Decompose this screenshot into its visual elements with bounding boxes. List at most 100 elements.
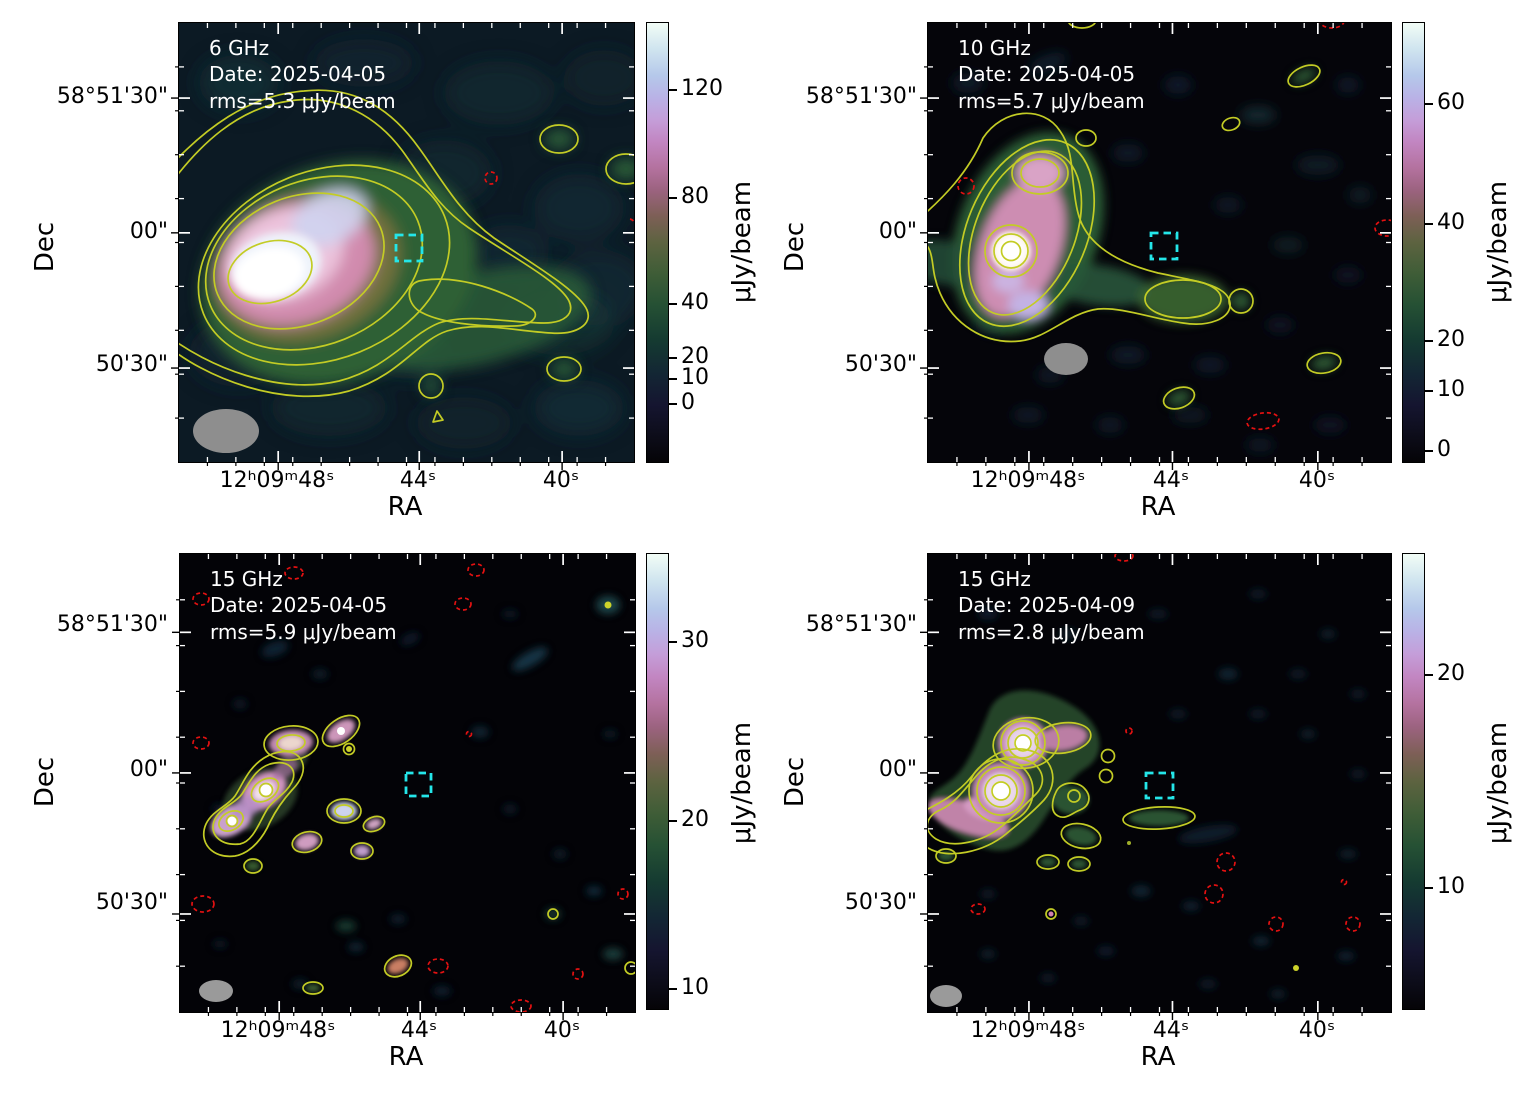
xtick-label: 44ˢ (1152, 468, 1190, 493)
colorbar-tick: 30 (681, 627, 709, 653)
colorbar-tick: 20 (1437, 326, 1465, 352)
cores (227, 601, 612, 826)
xtick-label: 12ʰ09ᵐ48ˢ (970, 468, 1086, 493)
map-image-6ghz (171, 23, 634, 470)
ytick-label: 50'30" (844, 890, 917, 915)
y-axis-title: Dec (30, 221, 60, 273)
source-marker-box (394, 233, 424, 263)
colorbar-tick: 80 (681, 184, 709, 210)
map-image-15ghz-0405 (172, 554, 635, 1020)
panel-annotation: 15 GHz Date: 2025-04-05 rms=5.9 μJy/beam (210, 566, 397, 645)
cores (991, 734, 1299, 971)
colorbar-tick: 120 (681, 76, 723, 102)
colorbar-tick: 20 (681, 343, 709, 369)
colorbar-6ghz: 120 80 40 20 10 0 (646, 22, 723, 463)
x-axis-title: RA (388, 1042, 424, 1072)
freq-label: 15 GHz (210, 567, 283, 591)
rms-label: rms=5.9 μJy/beam (210, 619, 397, 644)
xtick-label: 44ˢ (399, 468, 437, 493)
map-panel-15ghz-0409: 15 GHz Date: 2025-04-09 rms=2.8 μJy/beam (920, 553, 1392, 1020)
date-label: Date: 2025-04-05 (958, 62, 1136, 87)
date-label: Date: 2025-04-09 (958, 593, 1136, 618)
source-marker-box (404, 771, 433, 798)
xtick-label: 44ˢ (1152, 1018, 1190, 1043)
xtick-label: 40ˢ (542, 468, 580, 493)
ytick-label: 58°51'30" (56, 84, 168, 109)
y-axis-title: Dec (780, 221, 810, 273)
map-panel-10ghz: 10 GHz Date: 2025-04-05 rms=5.7 μJy/beam (920, 22, 1392, 470)
colorbar-tick: 20 (681, 807, 709, 833)
ytick-label: 50'30" (95, 890, 168, 915)
date-label: Date: 2025-04-05 (209, 62, 387, 87)
colorbar-tick: 10 (1437, 376, 1465, 402)
panel-annotation: 6 GHz Date: 2025-04-05 rms=5.3 μJy/beam (209, 35, 396, 114)
freq-label: 10 GHz (958, 36, 1031, 60)
ytick-label: 50'30" (95, 352, 168, 377)
y-axis-title: Dec (780, 756, 810, 808)
positive-contours (928, 716, 1196, 920)
beam-ellipse (1044, 343, 1088, 375)
beam-ellipse (199, 980, 233, 1002)
x-axis-title: RA (1140, 1042, 1176, 1072)
colorbar-tick: 40 (1437, 210, 1465, 236)
colorbar-label: μJy/beam (727, 721, 757, 845)
positive-contours (179, 89, 634, 423)
xtick-label: 12ʰ09ᵐ48ˢ (220, 1018, 336, 1043)
ytick-label: 50'30" (844, 352, 917, 377)
colorbar-tick: 10 (1437, 873, 1465, 899)
rms-label: rms=5.3 μJy/beam (209, 88, 396, 113)
ytick-label: 58°51'30" (805, 84, 917, 109)
colorbar-tick: 40 (681, 289, 709, 315)
freq-label: 15 GHz (958, 567, 1031, 591)
ytick-label: 58°51'30" (805, 612, 917, 637)
ytick-label: 00" (878, 219, 917, 244)
colorbar-tick: 10 (681, 974, 709, 1000)
source-marker-box (1144, 771, 1175, 800)
beam-ellipse (930, 985, 962, 1007)
x-axis-title: RA (387, 492, 423, 522)
positive-contours (928, 23, 1342, 410)
map-image-15ghz-0409 (920, 554, 1391, 1020)
negative-contours (957, 23, 1391, 431)
colorbar-label: μJy/beam (1483, 180, 1513, 304)
colorbar-tick: 0 (1437, 437, 1451, 463)
colorbar-tick: 60 (1437, 90, 1465, 116)
colorbar-label: μJy/beam (1483, 721, 1513, 845)
core-10ghz (991, 231, 1031, 271)
core-6ghz (230, 231, 322, 301)
date-label: Date: 2025-04-05 (210, 593, 388, 618)
colorbar-15ghz-0409: 20 10 (1402, 553, 1465, 1010)
negative-contours (484, 171, 634, 230)
ytick-label: 00" (878, 757, 917, 782)
negative-contours (191, 563, 629, 1012)
panel-annotation: 10 GHz Date: 2025-04-05 rms=5.7 μJy/beam (958, 35, 1145, 114)
negative-contours (970, 554, 1361, 932)
colorbar-15ghz-0405: 30 20 10 (646, 553, 709, 1010)
rms-label: rms=2.8 μJy/beam (958, 619, 1145, 644)
map-panel-15ghz-0405: 15 GHz Date: 2025-04-05 rms=5.9 μJy/beam (172, 553, 636, 1020)
freq-label: 6 GHz (209, 36, 270, 60)
colorbar-tick: 10 (681, 365, 709, 391)
xtick-label: 12ʰ09ᵐ48ˢ (219, 468, 335, 493)
x-axis-title: RA (1140, 492, 1176, 522)
colorbar-tick: 20 (1437, 661, 1465, 687)
xtick-label: 40ˢ (1298, 468, 1336, 493)
xtick-label: 40ˢ (1298, 1018, 1336, 1043)
map-panel-6ghz: 6 GHz Date: 2025-04-05 rms=5.3 μJy/beam (171, 22, 635, 470)
source-marker-box (1149, 231, 1179, 261)
y-axis-title: Dec (30, 756, 60, 808)
colorbar-label: μJy/beam (727, 180, 757, 304)
ytick-label: 58°51'30" (56, 612, 168, 637)
rms-label: rms=5.7 μJy/beam (958, 88, 1145, 113)
beam-ellipse (193, 409, 259, 453)
colorbar-10ghz: 60 40 20 10 0 (1402, 22, 1465, 463)
xtick-label: 40ˢ (543, 1018, 581, 1043)
positive-contours (202, 714, 635, 995)
background-speckles (978, 589, 1366, 999)
ytick-label: 00" (129, 757, 168, 782)
map-image-10ghz (920, 23, 1391, 470)
xtick-label: 44ˢ (400, 1018, 438, 1043)
ytick-label: 00" (129, 219, 168, 244)
panel-annotation: 15 GHz Date: 2025-04-09 rms=2.8 μJy/beam (958, 566, 1145, 645)
